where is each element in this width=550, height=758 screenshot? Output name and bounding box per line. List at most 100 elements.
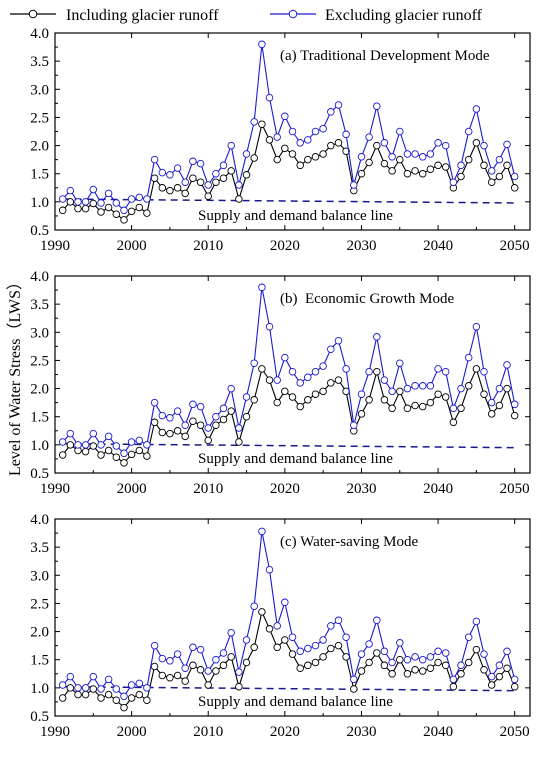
data-point-excluding <box>342 130 350 139</box>
data-point-including <box>411 401 419 410</box>
data-point-including <box>204 436 212 445</box>
data-point-excluding <box>350 421 358 429</box>
data-point-excluding <box>104 432 113 441</box>
data-point-including <box>150 174 159 182</box>
data-point-including <box>166 186 174 195</box>
data-point-excluding <box>327 622 335 630</box>
legend-marker-excluding <box>288 9 298 19</box>
data-point-excluding <box>166 171 174 179</box>
data-point-including <box>196 178 205 186</box>
data-point-including <box>495 401 504 410</box>
data-point-including <box>212 178 220 186</box>
data-point-including <box>319 150 327 158</box>
data-point-including <box>288 650 297 658</box>
data-point-including <box>357 410 366 418</box>
data-point-including <box>235 438 243 446</box>
y-axis-label: Level of Water Stress（LWS） <box>6 274 24 476</box>
data-point-excluding <box>503 647 511 656</box>
y-tick-label: 0.5 <box>30 466 49 482</box>
data-point-excluding <box>334 336 343 345</box>
x-tick-label: 2030 <box>346 724 376 740</box>
data-point-including <box>418 402 427 411</box>
data-point-including <box>235 682 243 691</box>
data-point-including <box>487 178 496 186</box>
data-point-including <box>258 120 266 128</box>
data-point-excluding <box>258 527 266 536</box>
x-tick-label: 2020 <box>270 724 300 740</box>
data-point-excluding <box>472 105 481 113</box>
data-point-excluding <box>403 384 412 393</box>
data-point-excluding <box>449 675 458 684</box>
data-point-including <box>434 390 442 398</box>
data-point-including <box>235 195 243 203</box>
data-point-excluding <box>204 424 212 432</box>
data-point-excluding <box>227 628 235 637</box>
data-point-excluding <box>212 655 220 664</box>
data-point-excluding <box>380 647 389 656</box>
data-point-excluding <box>81 441 90 449</box>
data-point-including <box>112 210 121 218</box>
data-point-excluding <box>127 438 136 446</box>
x-tick-label: 2050 <box>500 238 530 254</box>
data-point-including <box>219 415 228 424</box>
data-point-including <box>342 147 350 155</box>
data-point-excluding <box>66 672 75 681</box>
data-point-including <box>334 139 343 147</box>
data-point-excluding <box>189 157 197 166</box>
data-point-excluding <box>158 168 167 177</box>
data-point-excluding <box>181 421 189 429</box>
y-tick-label: 1.0 <box>30 195 49 211</box>
data-point-excluding <box>396 359 404 367</box>
data-point-including <box>311 153 320 161</box>
legend-label-including: Including glacier runoff <box>66 7 219 24</box>
data-point-including <box>464 658 473 667</box>
data-point-including <box>273 643 281 652</box>
data-point-excluding <box>219 161 228 170</box>
data-point-excluding <box>273 622 281 630</box>
chart-panel-3: 0.5 1.0 1.5 2.0 2.5 3.0 3.5 4.0 1990 2000 2010 2020… <box>30 512 531 740</box>
data-point-excluding <box>273 133 281 141</box>
data-point-excluding <box>426 150 435 158</box>
data-point-including <box>265 625 274 633</box>
balance-line-label: Supply and demand balance line <box>198 208 393 224</box>
data-point-excluding <box>380 376 389 384</box>
data-point-including <box>304 396 312 404</box>
data-point-excluding <box>357 153 366 161</box>
data-point-including <box>181 189 189 198</box>
data-point-including <box>288 393 297 401</box>
data-point-excluding <box>288 367 297 376</box>
data-point-excluding <box>120 449 128 458</box>
data-point-excluding <box>304 373 312 382</box>
data-point-excluding <box>411 653 419 661</box>
data-point-excluding <box>173 650 182 658</box>
balance-line-label: Supply and demand balance line <box>198 451 393 467</box>
data-point-including <box>58 694 67 702</box>
data-point-excluding <box>411 382 419 390</box>
data-point-excluding <box>204 181 212 189</box>
data-point-including <box>258 608 266 616</box>
data-point-excluding <box>97 685 105 693</box>
data-point-excluding <box>487 672 496 681</box>
y-tick-label: 1.0 <box>30 681 49 697</box>
data-point-excluding <box>235 424 243 432</box>
data-point-including <box>411 167 419 175</box>
data-point-including <box>112 696 121 704</box>
data-point-excluding <box>296 379 304 387</box>
data-point-including <box>457 404 465 413</box>
data-point-excluding <box>480 141 488 150</box>
data-point-excluding <box>173 164 182 172</box>
data-point-including <box>495 672 504 681</box>
x-tick-label: 2050 <box>500 724 530 740</box>
data-point-including <box>265 136 274 144</box>
data-point-excluding <box>242 636 251 644</box>
data-point-including <box>242 658 251 667</box>
data-point-excluding <box>204 667 212 675</box>
data-point-excluding <box>166 657 174 665</box>
data-point-including <box>373 649 381 657</box>
data-point-excluding <box>135 436 144 445</box>
data-point-excluding <box>104 189 113 198</box>
data-point-excluding <box>135 193 144 202</box>
data-point-including <box>403 404 412 413</box>
data-point-excluding <box>418 153 427 161</box>
data-point-including <box>426 165 435 173</box>
